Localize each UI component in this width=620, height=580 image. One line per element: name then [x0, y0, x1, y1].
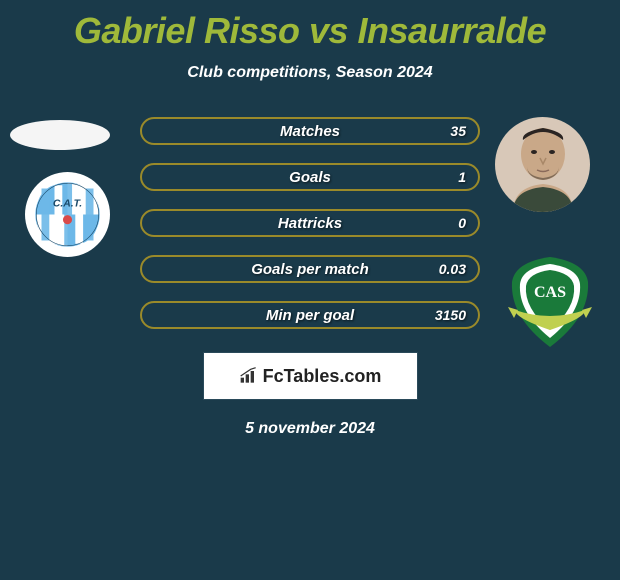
stat-bars: Matches 35 Goals 1 Hattricks 0 Goals per… [140, 117, 480, 347]
stat-label: Matches [280, 123, 340, 140]
stat-value-right: 35 [450, 123, 466, 139]
cat-badge-icon: C.A.T. [35, 182, 100, 247]
svg-text:CAS: CAS [534, 284, 566, 301]
stat-label: Goals per match [251, 261, 369, 278]
stat-label: Hattricks [278, 215, 342, 232]
club-left-badge: C.A.T. [25, 172, 110, 257]
stat-value-right: 0 [458, 215, 466, 231]
date-text: 5 november 2024 [0, 420, 620, 438]
stat-label: Min per goal [266, 307, 354, 324]
stat-bar-goals-per-match: Goals per match 0.03 [140, 255, 480, 283]
club-right-badge: CAS [500, 252, 600, 352]
svg-text:C.A.T.: C.A.T. [53, 199, 82, 210]
player-right-avatar [495, 117, 590, 212]
stat-bar-goals: Goals 1 [140, 163, 480, 191]
stat-bar-min-per-goal: Min per goal 3150 [140, 301, 480, 329]
page-title: Gabriel Risso vs Insaurralde [0, 0, 620, 52]
comparison-area: C.A.T. Matches 35 Goals 1 Hattricks 0 Go… [0, 112, 620, 347]
player-left-avatar [10, 120, 110, 150]
stat-bar-hattricks: Hattricks 0 [140, 209, 480, 237]
fctables-logo[interactable]: FcTables.com [203, 352, 418, 400]
stat-value-right: 1 [458, 169, 466, 185]
chart-icon [239, 367, 259, 385]
stat-bar-matches: Matches 35 [140, 117, 480, 145]
stat-value-right: 3150 [435, 307, 466, 323]
logo-text: FcTables.com [263, 366, 382, 387]
stat-label: Goals [289, 169, 331, 186]
stat-value-right: 0.03 [439, 261, 466, 277]
subtitle: Club competitions, Season 2024 [0, 64, 620, 82]
